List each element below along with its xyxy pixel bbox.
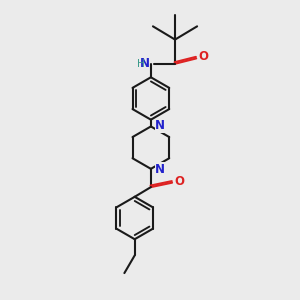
Text: O: O xyxy=(174,175,184,188)
Text: H: H xyxy=(137,59,144,69)
Text: O: O xyxy=(199,50,208,64)
Text: N: N xyxy=(155,163,165,176)
Text: N: N xyxy=(140,57,149,70)
Text: N: N xyxy=(155,119,165,132)
